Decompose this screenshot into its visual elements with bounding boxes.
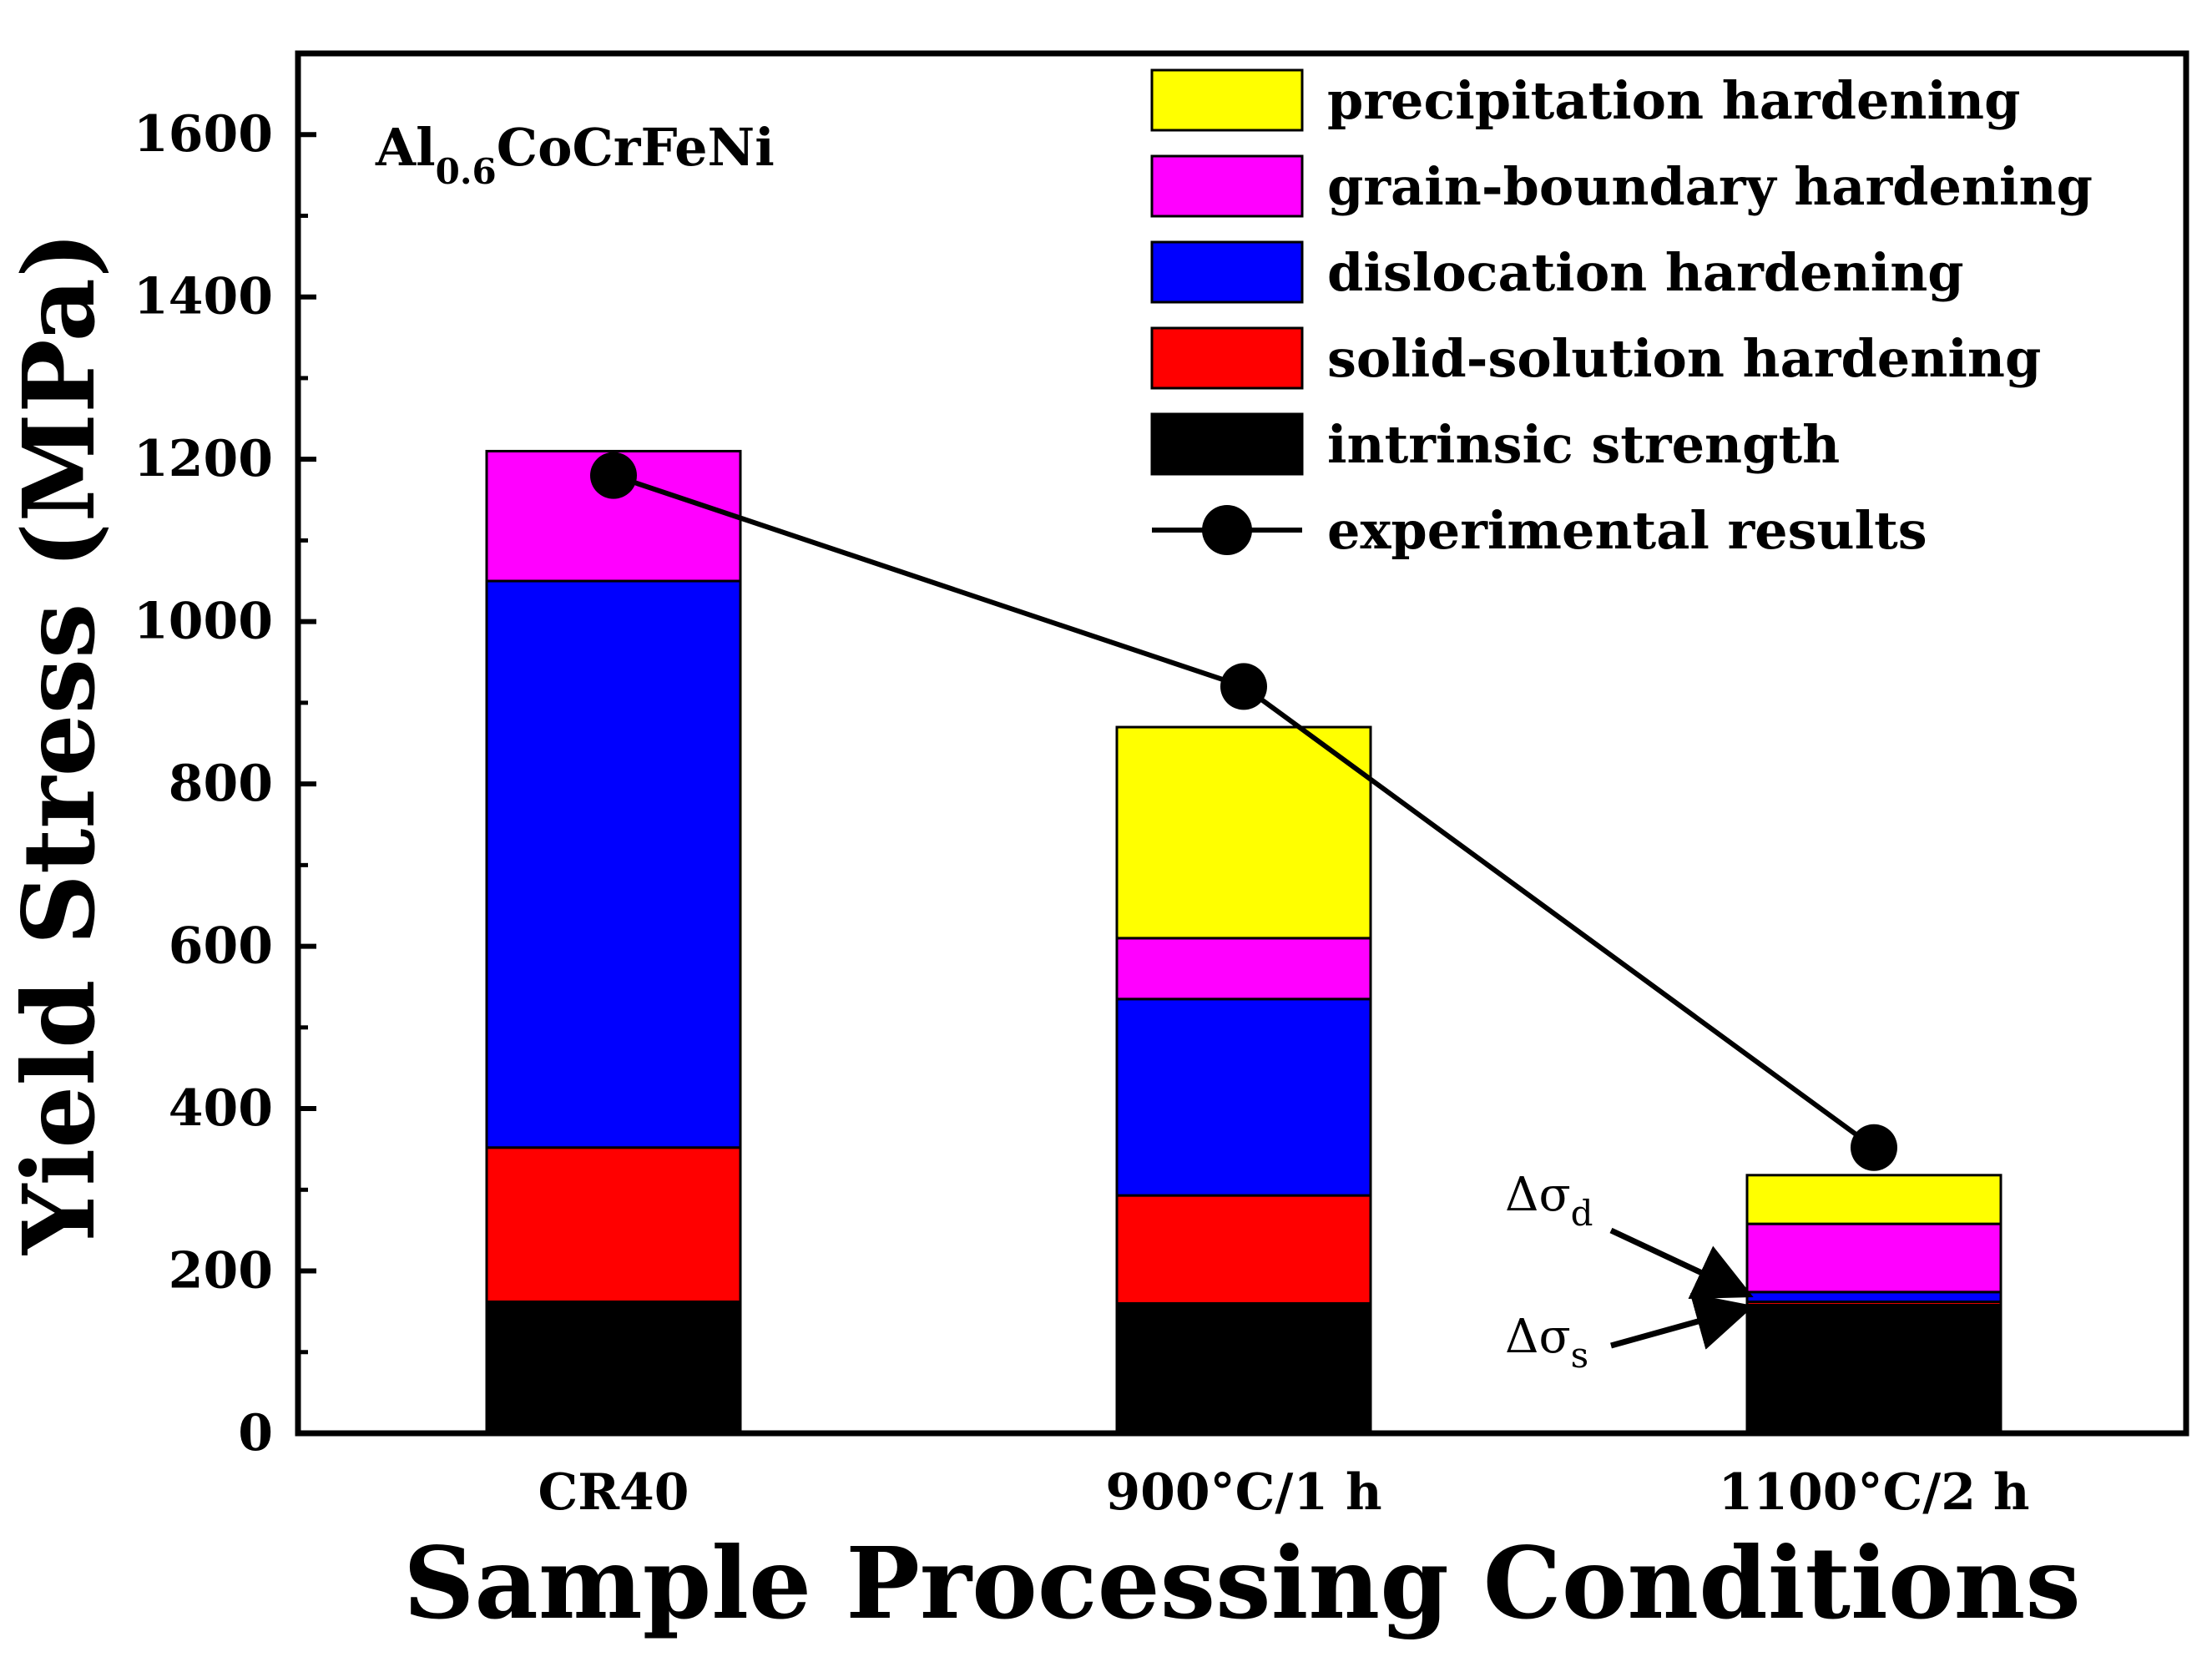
bars-layer (485, 449, 2002, 1435)
bar-segment-2-intrinsic-strength (1115, 1301, 1372, 1435)
legend-swatch (1150, 326, 1304, 390)
bar-segment-2-grain-boundary-hardening (1115, 937, 1372, 1001)
legend-swatch (1150, 412, 1304, 476)
x-category-label: 900°C/1 h (1105, 1463, 1381, 1522)
y-tick-label: 1200 (134, 430, 273, 488)
legend-swatch (1150, 240, 1304, 304)
alloy-label-base: Al (375, 117, 436, 178)
experimental-point-2 (1220, 663, 1267, 710)
delta-sigma-d-text: Δσ (1505, 1168, 1571, 1222)
experimental-point-1 (590, 452, 637, 499)
bar-segment-3-dislocation-hardening (1745, 1291, 2002, 1303)
legend-marker-sample (1202, 505, 1252, 555)
delta-sigma-s-sub: s (1571, 1335, 1589, 1376)
legend-label: grain-boundary hardening (1327, 156, 2093, 217)
bar-segment-1-solid-solution-hardening (485, 1146, 742, 1303)
legend-swatch (1150, 68, 1304, 132)
y-axis-title: Yield Stress (MPa) (1, 231, 117, 1256)
delta-sigma-d-arrow (1609, 1227, 1754, 1299)
y-tick-label: 1600 (134, 105, 273, 164)
bar-segment-2-precipitation-hardening (1115, 725, 1372, 940)
bar-segment-2-solid-solution-hardening (1115, 1194, 1372, 1305)
y-tick-label: 0 (238, 1404, 273, 1462)
alloy-label-rest: CoCrFeNi (497, 117, 775, 178)
delta-sigma-d-sub: d (1571, 1193, 1593, 1234)
delta-sigma-s-label: Δσs (1505, 1310, 1588, 1376)
legend-label: precipitation hardening (1327, 70, 2020, 131)
alloy-label: Al0.6CoCrFeNi (375, 117, 775, 192)
bar-segment-3-grain-boundary-hardening (1745, 1222, 2002, 1294)
x-category-label: CR40 (538, 1463, 689, 1522)
legend: precipitation hardening grain-boundary ha… (1150, 68, 2093, 561)
legend-label: experimental results (1327, 500, 1927, 561)
x-axis-title: Sample Processing Conditions (403, 1525, 2081, 1641)
x-category-label: 1100°C/2 h (1719, 1463, 2030, 1522)
y-tick-label: 1400 (134, 268, 273, 326)
bar-segment-1-dislocation-hardening (485, 579, 742, 1149)
delta-sigma-d-label: Δσd (1505, 1168, 1593, 1234)
y-tick-label: 600 (169, 917, 273, 976)
legend-swatch (1150, 154, 1304, 218)
delta-sigma-s-text: Δσ (1505, 1310, 1571, 1364)
y-tick-label: 400 (169, 1079, 273, 1138)
legend-label: dislocation hardening (1327, 242, 1964, 303)
y-tick-label: 800 (169, 755, 273, 813)
y-tick-label: 1000 (134, 593, 273, 651)
bar-segment-2-dislocation-hardening (1115, 998, 1372, 1197)
bar-segment-3-precipitation-hardening (1745, 1174, 2002, 1225)
axes-layer: 0 200 400 600 800 1000 1200 1400 1600 CR40 900°C/1… (134, 105, 2029, 1522)
bar-segment-1-intrinsic-strength (485, 1300, 742, 1435)
legend-label: intrinsic strength (1327, 414, 1840, 475)
bar-segment-3-intrinsic-strength (1745, 1303, 2002, 1435)
alloy-label-sub: 0.6 (436, 151, 497, 192)
y-tick-label: 200 (169, 1242, 273, 1301)
delta-sigma-s-arrow (1610, 1293, 1755, 1350)
experimental-point-3 (1851, 1124, 1897, 1171)
experimental-layer (590, 452, 1897, 1171)
legend-label: solid-solution hardening (1327, 328, 2041, 389)
